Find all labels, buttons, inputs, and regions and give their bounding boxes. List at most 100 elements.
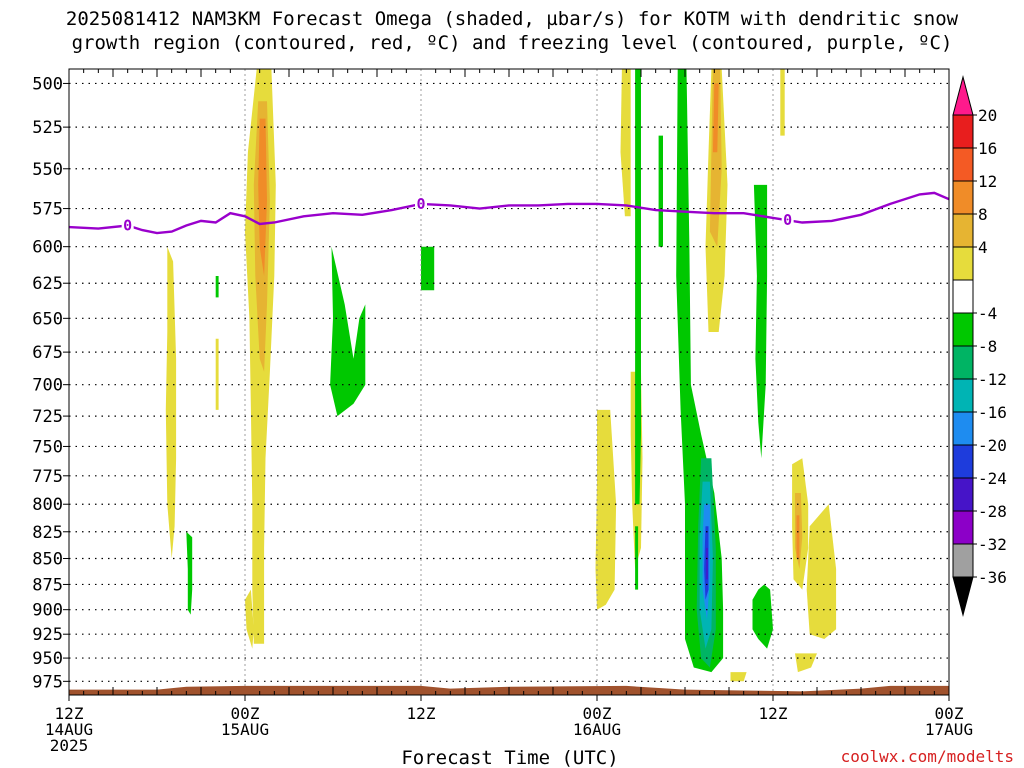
freezing-label-bg (121, 217, 134, 234)
x-tick-label: 12Z (55, 704, 84, 723)
colorbar-tick-label: -8 (978, 337, 997, 356)
x-tick-label: 2025 (50, 736, 89, 755)
colorbar-swatch (952, 345, 974, 380)
omega-region-12 (712, 83, 719, 153)
y-axis-ticks: 500 525 550 575 600 625 650 675 700 725 750 775 800 8… (32, 69, 935, 695)
omega-region-neg4 (635, 69, 641, 505)
colorbar-tick-label: -36 (978, 568, 1007, 587)
y-tick-label: 550 (32, 160, 63, 180)
x-tick-label: 17AUG (925, 720, 973, 739)
colorbar-swatch (952, 180, 974, 215)
y-tick-label: 500 (32, 74, 63, 94)
omega-region-4 (595, 409, 617, 610)
chart-title-line-2: growth region (contoured, red, ºC) and f… (71, 32, 953, 54)
freezing-level-label: 0 (783, 211, 792, 229)
freezing-level-label: 0 (416, 195, 425, 213)
colorbar-tick-label: 20 (978, 106, 997, 125)
colorbar-swatch (952, 213, 974, 248)
colorbar-extend-top (952, 75, 974, 116)
colorbar-swatch (952, 147, 974, 182)
omega-region-neg4 (752, 584, 773, 649)
omega-region-neg4 (658, 135, 663, 247)
omega-region-neg4 (215, 276, 219, 298)
y-tick-label: 725 (32, 407, 63, 427)
y-tick-label: 950 (32, 649, 63, 669)
y-tick-label: 600 (32, 238, 63, 258)
y-tick-label: 800 (32, 495, 63, 515)
colorbar-tick-label: -32 (978, 535, 1007, 554)
freezing-label-bg (781, 212, 794, 229)
credit-text: coolwx.com/modelts (841, 747, 1014, 766)
colorbar-tick-label: -28 (978, 502, 1007, 521)
freezing-level-label: 0 (123, 217, 132, 235)
omega-region-4 (795, 653, 817, 673)
colorbar-swatch (952, 279, 974, 314)
freezing-level-line (69, 191, 949, 235)
colorbar-tick-label: -20 (978, 436, 1007, 455)
x-tick-label: 00Z (935, 704, 964, 723)
colorbar: 20 16 12 8 4 -4 -8 -12 -16 -20 -24 -28 -32 -36 (952, 75, 1007, 617)
omega-region-neg4 (635, 526, 639, 590)
colorbar-swatch (952, 378, 974, 413)
omega-region-4 (215, 338, 219, 410)
omega-shaded-regions (165, 69, 837, 682)
omega-region-12 (796, 515, 800, 559)
omega-region-4 (620, 69, 631, 217)
colorbar-tick-label: 8 (978, 205, 988, 224)
colorbar-swatch (952, 543, 974, 578)
colorbar-swatch (952, 114, 974, 149)
y-tick-label: 675 (32, 343, 63, 363)
omega-region-4 (780, 69, 785, 136)
y-tick-label: 575 (32, 200, 63, 220)
colorbar-extend-bottom (952, 576, 974, 617)
colorbar-tick-label: -4 (978, 304, 997, 323)
colorbar-swatch (952, 444, 974, 479)
x-tick-label: 15AUG (221, 720, 269, 739)
x-tick-label: 14AUG (45, 720, 93, 739)
chart-title-line-1: 2025081412 NAM3KM Forecast Omega (shaded… (65, 8, 959, 30)
y-tick-label: 625 (32, 274, 63, 294)
colorbar-tick-label: 12 (978, 172, 997, 191)
x-tick-label: 12Z (407, 704, 436, 723)
grid-lines (69, 69, 949, 695)
x-tick-label: 00Z (231, 704, 260, 723)
colorbar-swatch (952, 411, 974, 446)
colorbar-tick-label: 16 (978, 139, 997, 158)
omega-region-neg4 (421, 246, 435, 291)
y-tick-label: 900 (32, 601, 63, 621)
omega-region-4 (806, 504, 837, 639)
omega-region-4 (730, 672, 747, 682)
omega-region-12 (258, 118, 267, 276)
plot-background (69, 69, 949, 695)
y-tick-label: 700 (32, 376, 63, 396)
x-tick-label: 00Z (583, 704, 612, 723)
omega-region-neg24 (706, 547, 708, 580)
y-tick-label: 825 (32, 523, 63, 543)
omega-region-4 (165, 246, 177, 559)
y-tick-label: 775 (32, 467, 63, 487)
y-tick-label: 750 (32, 437, 63, 457)
x-tick-label: 16AUG (573, 720, 621, 739)
freezing-level-contour: 0 0 0 (69, 191, 949, 235)
freezing-label-bg (415, 195, 427, 212)
colorbar-tick-label: -16 (978, 403, 1007, 422)
x-tick-label: 12Z (759, 704, 788, 723)
y-tick-label: 850 (32, 549, 63, 569)
colorbar-tick-label: -12 (978, 370, 1007, 389)
omega-region-neg4 (186, 531, 193, 615)
colorbar-swatch (952, 246, 974, 281)
omega-region-neg4 (753, 184, 768, 459)
y-tick-label: 925 (32, 625, 63, 645)
colorbar-tick-label: -24 (978, 469, 1007, 488)
colorbar-tick-label: 4 (978, 238, 988, 257)
y-tick-label: 875 (32, 575, 63, 595)
omega-region-neg4 (330, 246, 366, 417)
omega-region-8 (709, 69, 722, 247)
colorbar-swatch (952, 477, 974, 512)
colorbar-swatch (952, 510, 974, 545)
x-axis-label: Forecast Time (UTC) (401, 747, 618, 768)
y-tick-label: 525 (32, 118, 63, 138)
colorbar-swatch (952, 312, 974, 347)
